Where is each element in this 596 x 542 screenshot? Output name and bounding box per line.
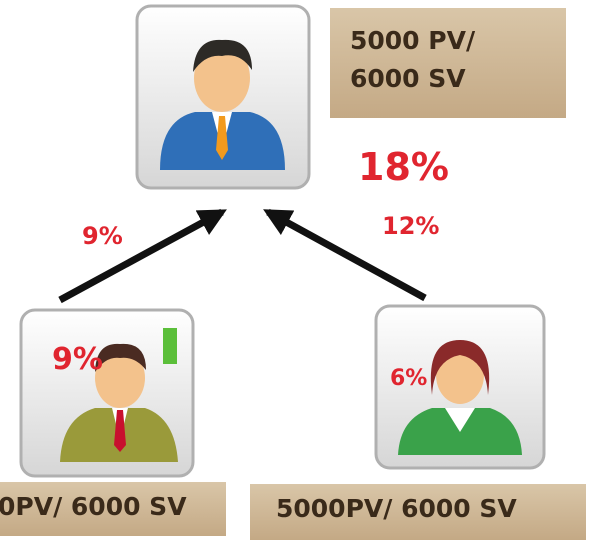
arrow-label: 12% (382, 212, 439, 240)
left-node-label: 0PV/ 6000 SV (0, 482, 226, 536)
total-percent: 18% (358, 145, 449, 189)
top-node-label: 5000 PV/ 6000 SV (330, 8, 566, 118)
node-badge: 6% (390, 366, 427, 391)
arrow-label: 9% (82, 222, 123, 250)
right-node-label: 5000PV/ 6000 SV (250, 484, 586, 540)
node-badge: 9% (52, 342, 103, 377)
top-node-icon (137, 6, 309, 188)
left-node-icon (21, 310, 193, 476)
diagram: 5000 PV/ 6000 SV 18% 9% 12% 9% 6% 0PV/ 6… (0, 0, 596, 542)
